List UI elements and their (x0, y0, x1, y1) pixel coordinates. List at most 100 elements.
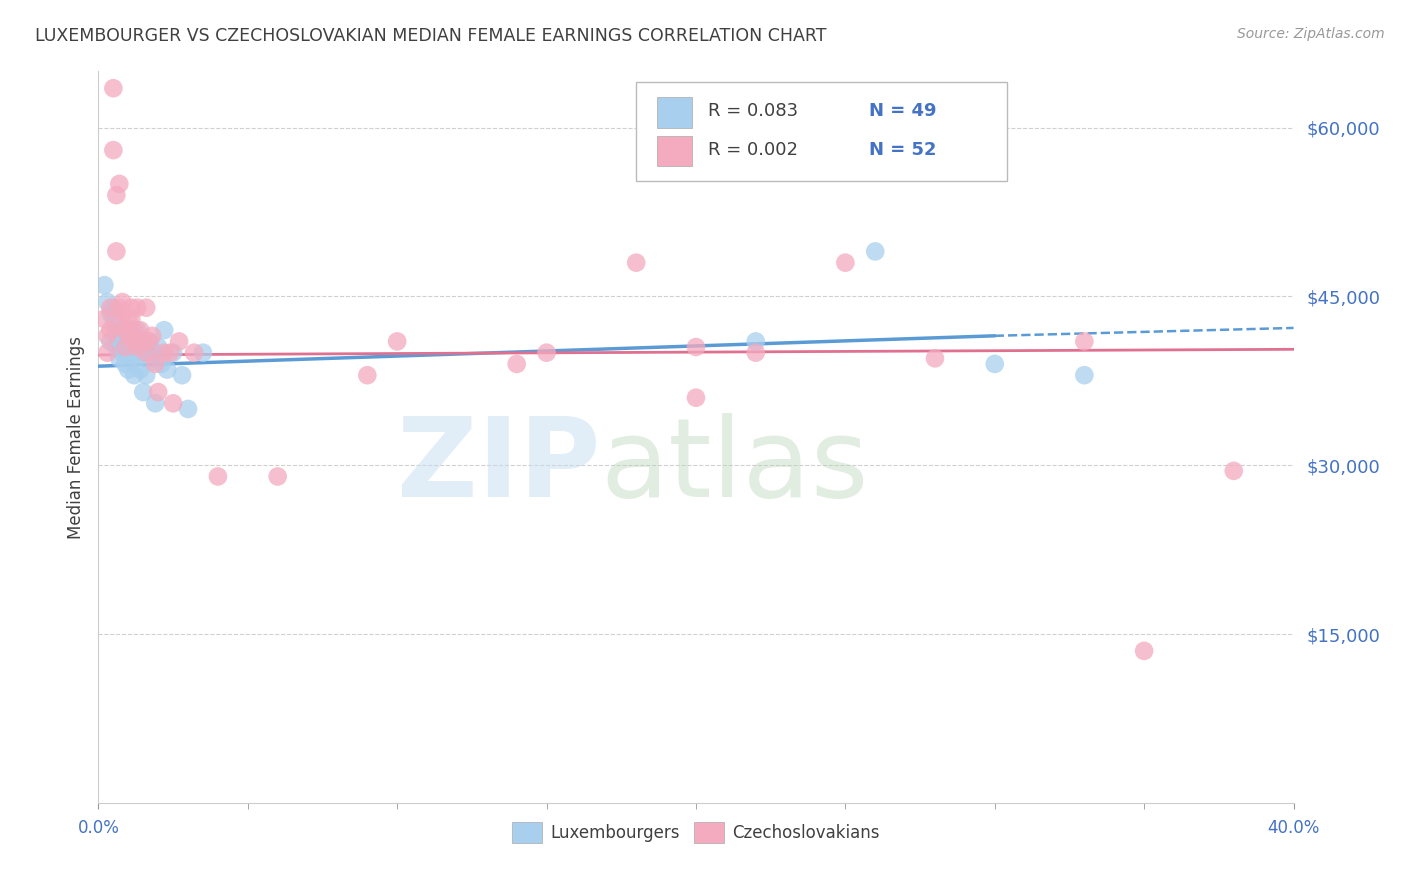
Point (120, 312, 142, 326)
Point (103, 143, 125, 157)
Point (745, 334, 768, 349)
Point (114, 340, 136, 354)
Point (1223, 464, 1246, 478)
Point (129, 362, 152, 376)
Point (103, 312, 125, 326)
Point (105, 328, 128, 343)
Point (135, 368, 157, 383)
Point (267, 469, 290, 483)
Point (1073, 334, 1095, 349)
Point (124, 323, 146, 337)
Point (111, 345, 134, 359)
Text: N = 52: N = 52 (869, 141, 936, 160)
Point (108, 340, 131, 354)
Point (385, 334, 409, 349)
Point (117, 362, 139, 376)
Point (506, 357, 529, 371)
Point (96, 295, 118, 310)
Point (143, 396, 166, 410)
Point (105, 340, 128, 354)
Text: R = 0.083: R = 0.083 (709, 102, 799, 120)
Point (117, 328, 139, 343)
Text: R = 0.002: R = 0.002 (709, 141, 799, 160)
Point (141, 328, 163, 343)
Point (135, 340, 157, 354)
Point (120, 301, 142, 315)
Point (127, 340, 149, 354)
Point (108, 301, 131, 315)
Point (745, 345, 768, 359)
Point (177, 401, 200, 416)
Point (191, 345, 214, 359)
Point (103, 301, 125, 315)
Point (172, 368, 194, 383)
Text: atlas: atlas (600, 413, 869, 520)
Point (143, 345, 166, 359)
Point (114, 328, 136, 343)
Point (183, 345, 205, 359)
Point (127, 323, 149, 337)
Point (153, 323, 176, 337)
Point (127, 301, 149, 315)
Point (105, 244, 128, 259)
Point (117, 323, 139, 337)
Point (132, 385, 155, 400)
Point (124, 334, 146, 349)
Point (124, 328, 146, 343)
Bar (657, 136, 692, 167)
Point (98, 323, 122, 337)
Point (120, 334, 142, 349)
Point (129, 323, 152, 337)
Point (117, 312, 139, 326)
Point (108, 318, 131, 332)
Text: ZIP: ZIP (396, 413, 600, 520)
Point (105, 323, 128, 337)
Point (834, 255, 856, 269)
Point (111, 295, 134, 310)
Point (117, 340, 139, 354)
Point (150, 357, 173, 371)
Point (98, 301, 122, 315)
Point (159, 345, 181, 359)
Point (124, 368, 146, 383)
Point (114, 323, 136, 337)
Point (138, 334, 160, 349)
Point (111, 323, 134, 337)
Text: LUXEMBOURGER VS CZECHOSLOVAKIAN MEDIAN FEMALE EARNINGS CORRELATION CHART: LUXEMBOURGER VS CZECHOSLOVAKIAN MEDIAN F… (35, 27, 827, 45)
Point (865, 244, 887, 259)
Point (148, 385, 170, 400)
Point (1133, 644, 1156, 658)
Point (132, 345, 155, 359)
FancyBboxPatch shape (637, 82, 1007, 181)
Point (105, 188, 128, 202)
Legend: Luxembourgers, Czechoslovakians: Luxembourgers, Czechoslovakians (506, 815, 886, 849)
Point (148, 340, 170, 354)
Point (626, 255, 648, 269)
Point (129, 334, 152, 349)
Point (356, 368, 378, 383)
Point (124, 345, 146, 359)
Point (141, 351, 163, 366)
Text: Source: ZipAtlas.com: Source: ZipAtlas.com (1237, 27, 1385, 41)
Point (108, 334, 131, 349)
Point (103, 81, 125, 95)
Bar (657, 97, 692, 128)
Point (1073, 368, 1095, 383)
Point (108, 177, 131, 191)
Point (96, 328, 118, 343)
Point (207, 469, 229, 483)
Text: N = 49: N = 49 (869, 102, 936, 120)
Point (135, 301, 157, 315)
Point (127, 351, 149, 366)
Point (98, 334, 122, 349)
Point (114, 340, 136, 354)
Point (120, 345, 142, 359)
Point (135, 345, 157, 359)
Point (153, 345, 176, 359)
Point (98, 306, 122, 320)
Point (143, 357, 166, 371)
Point (114, 357, 136, 371)
Point (924, 351, 946, 366)
Y-axis label: Median Female Earnings: Median Female Earnings (66, 335, 84, 539)
Point (138, 334, 160, 349)
